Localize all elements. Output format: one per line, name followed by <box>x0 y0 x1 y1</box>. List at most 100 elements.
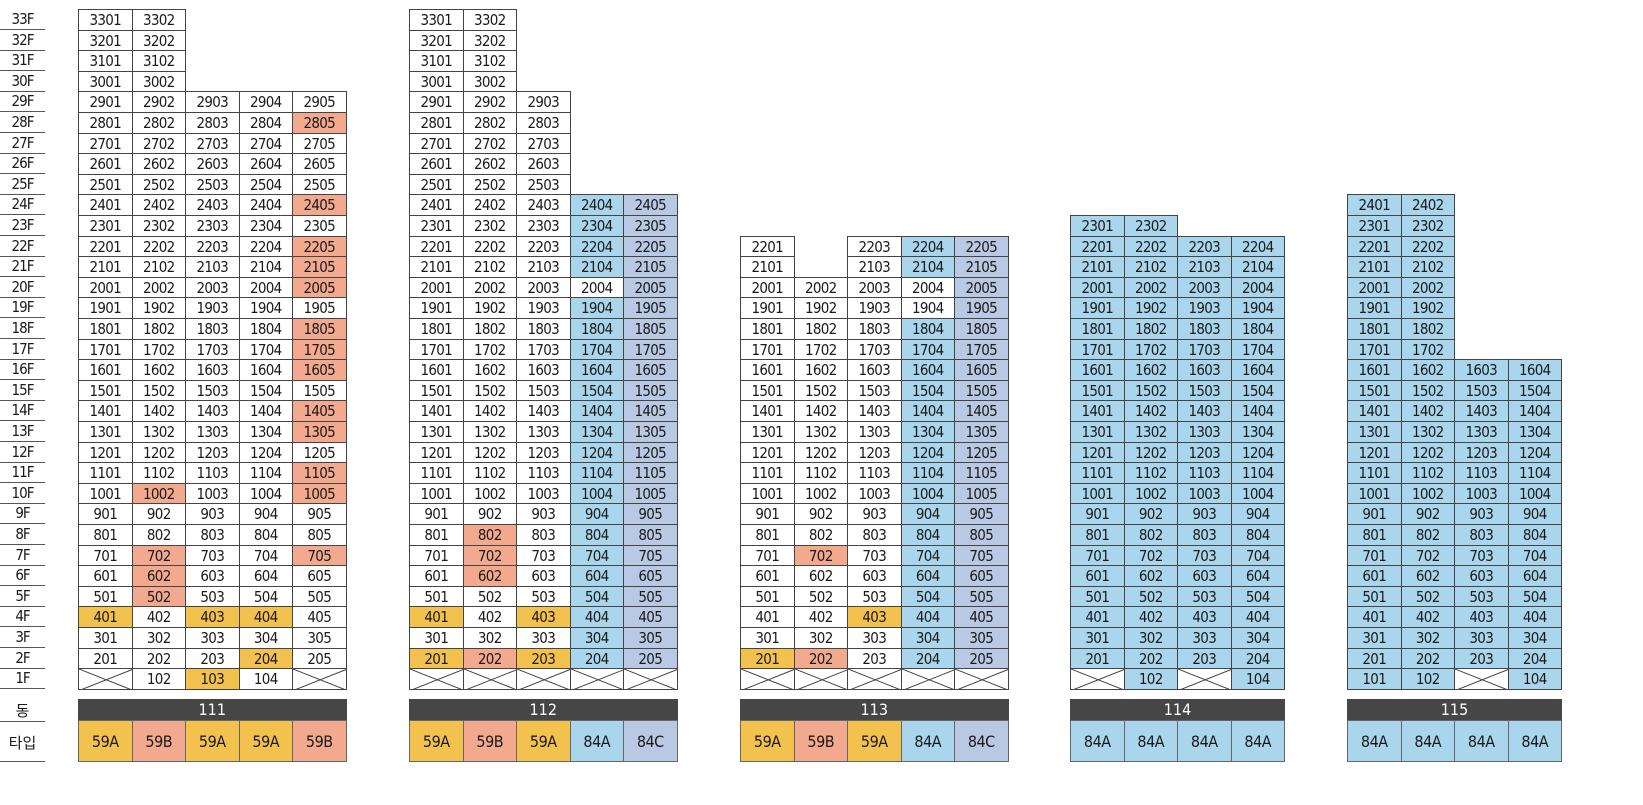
unit-cell: 1201 <box>78 441 133 464</box>
unit-cell: 1703 <box>1177 338 1232 361</box>
unit-cell: 805 <box>954 524 1009 546</box>
unit-cell: 305 <box>623 627 678 649</box>
unit-cell: 303 <box>847 627 902 649</box>
unit-cell: 905 <box>954 503 1009 525</box>
unit-cell: 1503 <box>1177 379 1232 402</box>
unit-cell: 2004 <box>900 276 955 299</box>
unit-cell: 903 <box>185 503 240 525</box>
unit-cell: 2603 <box>185 153 240 175</box>
unit-cell: 804 <box>1230 524 1285 546</box>
unit-cell: 2001 <box>409 276 464 299</box>
unit-cell: 1701 <box>740 338 795 361</box>
unit-type-cell: 59A <box>847 720 902 762</box>
unit-cell: 2002 <box>1123 276 1178 299</box>
unit-cell: 1001 <box>1070 482 1125 505</box>
unit-cell: 2204 <box>900 235 955 258</box>
unit-cell: 802 <box>793 524 848 546</box>
unit-cell: 404 <box>900 606 955 628</box>
unit-cell: 1002 <box>793 482 848 505</box>
unit-cell: 2904 <box>238 91 293 113</box>
unit-type-cell: 84A <box>1230 720 1285 762</box>
unit-cell: 2003 <box>516 276 571 299</box>
unit-cell: 202 <box>462 647 517 670</box>
unit-cell: 2304 <box>238 215 293 237</box>
unit-cell: 1603 <box>516 359 571 381</box>
unit-cell: 303 <box>516 627 571 649</box>
unit-cell: 1901 <box>78 297 133 319</box>
unit-cell: 1805 <box>292 318 347 340</box>
unit-cell: 1502 <box>131 379 186 402</box>
unit-cell: 201 <box>409 647 464 670</box>
unit-cell: 1404 <box>1507 400 1562 422</box>
unit-cell: 1603 <box>847 359 902 381</box>
unit-cell: 404 <box>569 606 624 628</box>
unit-cell: 2004 <box>569 276 624 299</box>
unit-cell: 2501 <box>409 173 464 196</box>
unit-cell: 1905 <box>623 297 678 319</box>
unit-cell: 204 <box>900 647 955 670</box>
unit-cell: 504 <box>1230 585 1285 608</box>
unit-cell: 104 <box>238 668 293 690</box>
unit-cell: 505 <box>954 585 1009 608</box>
type-row-label: 타입 <box>0 724 45 762</box>
unit-cell: 1404 <box>1230 400 1285 422</box>
unit-cell: 204 <box>569 647 624 670</box>
unit-cell: 701 <box>1347 544 1402 567</box>
unit-cell: 1304 <box>1507 421 1562 443</box>
unit-cell: 1902 <box>1400 297 1455 319</box>
unit-cell: 2104 <box>569 256 624 278</box>
unit-cell: 1004 <box>1507 482 1562 505</box>
unit-cell: 1305 <box>623 421 678 443</box>
unit-cell: 1504 <box>569 379 624 402</box>
unit-cell: 902 <box>1400 503 1455 525</box>
unit-type-cell: 59B <box>793 720 848 762</box>
unit-cell: 1502 <box>462 379 517 402</box>
unit-cell: 2101 <box>1070 256 1125 278</box>
unit-cell: 402 <box>793 606 848 628</box>
unit-cell: 302 <box>793 627 848 649</box>
unit-cell: 804 <box>900 524 955 546</box>
unit-cell: 404 <box>238 606 293 628</box>
unit-cell: 2203 <box>185 235 240 258</box>
floor-label: 14F <box>0 400 45 422</box>
unit-type-cell: 84C <box>623 720 678 762</box>
unit-cell: 302 <box>1123 627 1178 649</box>
unit-cell: 801 <box>78 524 133 546</box>
floor-label: 10F <box>0 483 45 504</box>
unit-cell: 903 <box>1177 503 1232 525</box>
pilotis-cell <box>516 668 571 690</box>
unit-cell: 303 <box>1177 627 1232 649</box>
unit-cell: 1904 <box>1230 297 1285 319</box>
unit-cell: 605 <box>954 565 1009 587</box>
unit-cell: 2204 <box>1230 235 1285 258</box>
unit-cell: 504 <box>900 585 955 608</box>
unit-cell: 2105 <box>623 256 678 278</box>
unit-cell: 3201 <box>78 29 133 52</box>
unit-cell: 101 <box>1347 668 1402 690</box>
unit-type-cell: 59A <box>409 720 464 762</box>
unit-cell: 1604 <box>1230 359 1285 381</box>
unit-cell: 2503 <box>185 173 240 196</box>
unit-cell: 702 <box>1123 544 1178 567</box>
unit-type-cell: 59A <box>516 720 571 762</box>
unit-cell: 504 <box>238 585 293 608</box>
unit-cell: 2801 <box>78 112 133 134</box>
unit-cell: 1701 <box>78 338 133 361</box>
unit-cell: 1202 <box>1123 441 1178 464</box>
unit-cell: 1404 <box>900 400 955 422</box>
unit-cell: 904 <box>900 503 955 525</box>
pilotis-cell <box>900 668 955 690</box>
unit-type-cell: 84A <box>1400 720 1455 762</box>
unit-cell: 1801 <box>1347 318 1402 340</box>
unit-cell: 2305 <box>623 215 678 237</box>
unit-cell: 2002 <box>131 276 186 299</box>
unit-cell: 1801 <box>78 318 133 340</box>
unit-cell: 2903 <box>516 91 571 113</box>
unit-cell: 1003 <box>1454 482 1509 505</box>
unit-cell: 202 <box>793 647 848 670</box>
unit-cell: 904 <box>569 503 624 525</box>
unit-cell: 1402 <box>793 400 848 422</box>
floor-label: 2F <box>0 648 45 669</box>
unit-cell: 1805 <box>954 318 1009 340</box>
unit-cell: 1501 <box>1347 379 1402 402</box>
